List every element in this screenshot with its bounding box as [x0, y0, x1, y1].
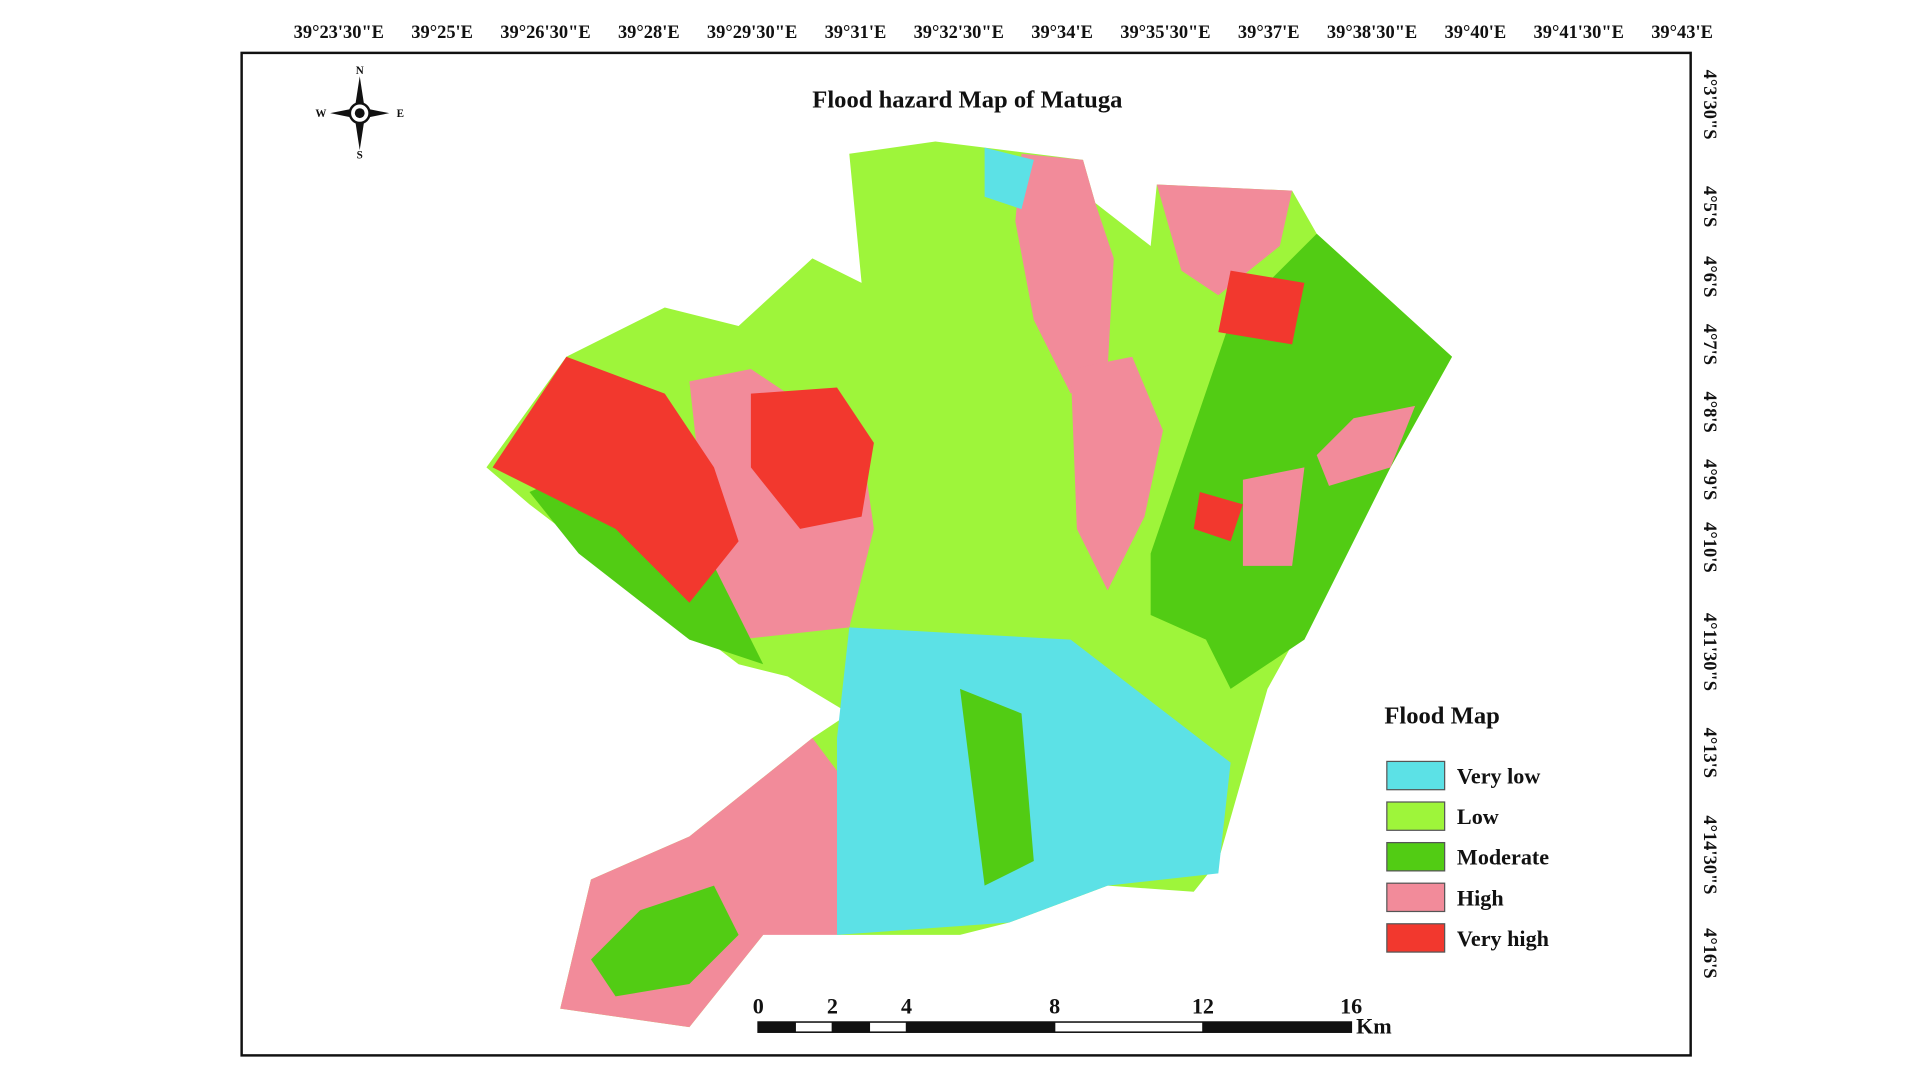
scale-unit: Km — [1356, 1013, 1392, 1038]
legend-label: High — [1457, 885, 1504, 910]
hazard-zone — [492, 356, 739, 603]
legend-swatch — [1386, 760, 1446, 791]
compass-label: N — [356, 65, 364, 77]
longitude-labels: 39°23'30"E 39°25'E 39°26'30"E 39°28'E 39°29'… — [294, 22, 1713, 42]
scale-segment — [905, 1021, 1056, 1033]
longitude-label: 39°43'E — [1651, 22, 1713, 42]
scale-label: 0 — [753, 994, 764, 1019]
legend-label: Moderate — [1457, 845, 1549, 870]
scale-segment — [794, 1021, 833, 1033]
legend-swatch — [1386, 801, 1446, 831]
latitude-label: 4°6'S — [1700, 256, 1720, 297]
hazard-zone — [1015, 153, 1114, 394]
longitude-label: 39°32'30"E — [914, 22, 1004, 42]
hazard-zone — [1156, 184, 1293, 296]
longitude-label: 39°26'30"E — [500, 22, 590, 42]
latitude-label: 4°13'S — [1700, 728, 1720, 778]
longitude-label: 39°38'30"E — [1327, 22, 1417, 42]
legend-title: Flood Map — [1384, 702, 1499, 729]
legend-label: Very low — [1457, 764, 1540, 789]
hazard-zone — [984, 147, 1034, 210]
scale-segment — [757, 1021, 796, 1033]
latitude-label: 4°3'30"S — [1700, 70, 1720, 140]
legend-label: Very high — [1457, 926, 1549, 951]
latitude-label: 4°5'S — [1700, 186, 1720, 227]
scale-segment — [868, 1021, 908, 1033]
legend: Very low Low Moderate High Very high — [1386, 760, 1549, 953]
scale-label: 8 — [1049, 994, 1060, 1019]
longitude-label: 39°25'E — [411, 22, 473, 42]
compass-label: S — [357, 150, 363, 162]
hazard-zone — [1193, 492, 1243, 542]
longitude-label: 39°23'30"E — [294, 22, 384, 42]
hazard-zone — [1070, 356, 1163, 591]
hazard-zone — [1242, 467, 1305, 566]
hazard-zone — [750, 387, 874, 529]
hazard-zone — [1316, 405, 1416, 486]
north-arrow: N S E W — [315, 65, 404, 162]
scale-segment — [1054, 1021, 1204, 1033]
map-title: Flood hazard Map of Matuga — [812, 87, 1122, 114]
compass-label: E — [397, 108, 404, 120]
hazard-zone — [590, 885, 739, 997]
latitude-label: 4°11'30"S — [1700, 613, 1720, 691]
latitude-label: 4°16'S — [1700, 928, 1720, 978]
scale-label: 16 — [1340, 994, 1362, 1019]
compass-label: W — [315, 108, 326, 120]
legend-label: Low — [1457, 804, 1499, 829]
scale-label: 12 — [1192, 994, 1214, 1019]
latitude-label: 4°9'S — [1700, 459, 1720, 500]
hazard-zone — [1150, 233, 1453, 689]
latitude-label: 4°7'S — [1700, 324, 1720, 365]
latitude-label: 4°14'30"S — [1700, 815, 1720, 894]
hazard-zone — [1218, 270, 1305, 345]
longitude-label: 39°40'E — [1445, 22, 1507, 42]
longitude-label: 39°37'E — [1238, 22, 1300, 42]
scale-segment — [1202, 1021, 1352, 1033]
hazard-zone — [836, 627, 1231, 935]
longitude-label: 39°41'30"E — [1534, 22, 1624, 42]
scale-label: 2 — [827, 994, 838, 1019]
legend-swatch — [1386, 841, 1446, 872]
legend-swatch — [1386, 882, 1446, 913]
longitude-label: 39°29'30"E — [707, 22, 797, 42]
scale-label: 4 — [901, 994, 912, 1019]
latitude-label: 4°10'S — [1700, 522, 1720, 572]
longitude-label: 39°28'E — [618, 22, 680, 42]
latitude-label: 4°8'S — [1700, 391, 1720, 432]
longitude-label: 39°34'E — [1031, 22, 1093, 42]
legend-swatch — [1386, 923, 1446, 953]
longitude-label: 39°31'E — [825, 22, 887, 42]
scale-segment — [831, 1021, 871, 1033]
longitude-label: 39°35'30"E — [1120, 22, 1210, 42]
latitude-labels: 4°3'30"S 4°5'S 4°6'S 4°7'S 4°8'S 4°9'S 4°10'S 4… — [1700, 70, 1720, 979]
hazard-zone — [960, 688, 1034, 886]
